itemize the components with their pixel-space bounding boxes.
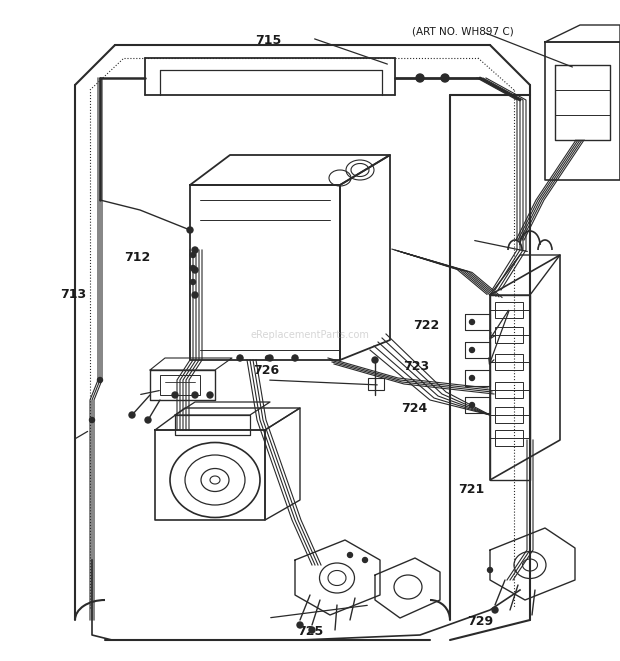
Circle shape [145, 417, 151, 423]
Circle shape [172, 392, 178, 398]
Text: 721: 721 [458, 483, 484, 496]
Circle shape [469, 348, 474, 352]
Circle shape [469, 375, 474, 381]
Text: 712: 712 [125, 251, 151, 264]
Bar [368, 378, 384, 390]
Circle shape [207, 392, 213, 398]
Circle shape [469, 403, 474, 407]
Circle shape [192, 292, 198, 298]
Circle shape [97, 377, 102, 383]
Circle shape [416, 74, 424, 82]
Text: 713: 713 [60, 288, 86, 301]
Circle shape [192, 267, 198, 273]
Text: 725: 725 [297, 625, 323, 639]
Text: (ART NO. WH897 C): (ART NO. WH897 C) [412, 26, 513, 37]
Text: eReplacementParts.com: eReplacementParts.com [250, 330, 370, 340]
Circle shape [265, 356, 270, 360]
Circle shape [292, 355, 298, 361]
Bar [160, 375, 200, 395]
Text: 723: 723 [404, 360, 430, 373]
Bar [495, 430, 523, 446]
Bar [495, 327, 523, 343]
Text: 726: 726 [254, 364, 280, 377]
Bar [495, 407, 523, 423]
Circle shape [293, 356, 298, 360]
Circle shape [190, 266, 195, 270]
Circle shape [190, 253, 195, 258]
Circle shape [469, 319, 474, 325]
Circle shape [363, 557, 368, 563]
Circle shape [237, 355, 243, 361]
Circle shape [309, 627, 315, 633]
Text: 715: 715 [255, 34, 281, 48]
Circle shape [192, 392, 198, 398]
Text: 729: 729 [467, 615, 494, 628]
Circle shape [372, 357, 378, 363]
Bar [495, 382, 523, 398]
Circle shape [297, 622, 303, 628]
Circle shape [190, 280, 195, 284]
Bar [495, 302, 523, 318]
Circle shape [441, 74, 449, 82]
Circle shape [237, 356, 242, 360]
Circle shape [187, 227, 193, 233]
Text: 722: 722 [414, 319, 440, 332]
Circle shape [129, 412, 135, 418]
Circle shape [192, 247, 198, 253]
Bar [495, 354, 523, 370]
Circle shape [89, 418, 94, 422]
Circle shape [492, 607, 498, 613]
Circle shape [487, 568, 492, 572]
Text: 724: 724 [401, 402, 427, 415]
Circle shape [347, 553, 353, 557]
Circle shape [267, 355, 273, 361]
